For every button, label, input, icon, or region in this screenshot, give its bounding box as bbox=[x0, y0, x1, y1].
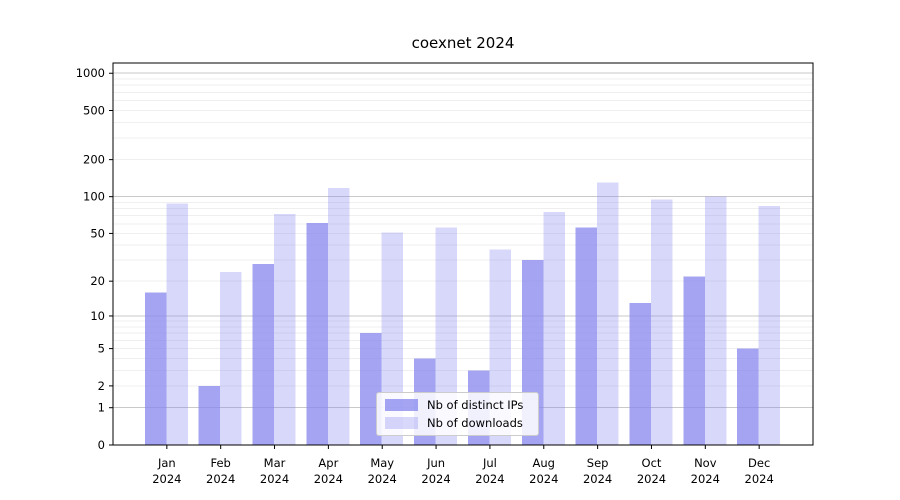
bar-distinct-ips-jan bbox=[144, 292, 167, 445]
y-tick-label: 10 bbox=[90, 309, 105, 323]
bar-downloads-oct bbox=[650, 199, 673, 445]
bar-downloads-aug bbox=[543, 211, 565, 445]
bar-distinct-ips-dec bbox=[737, 348, 759, 445]
bar-downloads-jun bbox=[435, 227, 458, 445]
y-tick-label: 500 bbox=[83, 103, 105, 117]
bar-distinct-ips-oct bbox=[629, 302, 651, 445]
x-tick-label-mar: Mar 2024 bbox=[260, 456, 289, 486]
bar-downloads-nov bbox=[704, 196, 727, 445]
x-tick-label-dec: Dec 2024 bbox=[745, 456, 774, 486]
x-tick-label-jan: Jan 2024 bbox=[152, 456, 181, 486]
y-tick-label: 2 bbox=[98, 379, 105, 393]
y-tick-label: 5 bbox=[98, 342, 105, 356]
bar-distinct-ips-nov bbox=[683, 276, 705, 445]
x-tick-label-may: May 2024 bbox=[368, 456, 397, 486]
bar-downloads-apr bbox=[327, 187, 350, 446]
bar-downloads-mar bbox=[274, 214, 296, 445]
x-tick-label-aug: Aug 2024 bbox=[529, 456, 558, 486]
bar-downloads-sep bbox=[597, 182, 619, 446]
y-tick-label: 0 bbox=[98, 438, 105, 452]
legend-swatch-distinct-ips bbox=[385, 399, 418, 411]
bar-downloads-feb bbox=[220, 271, 242, 445]
bar-distinct-ips-apr bbox=[306, 222, 328, 445]
bar-distinct-ips-mar bbox=[252, 263, 275, 445]
x-tick-label-nov: Nov 2024 bbox=[691, 456, 720, 486]
bar-downloads-jan bbox=[166, 203, 188, 445]
bar-downloads-may bbox=[381, 232, 404, 445]
legend-item-distinct-ips: Nb of distinct IPs bbox=[385, 398, 530, 412]
legend-item-downloads: Nb of downloads bbox=[385, 416, 530, 430]
y-tick-label: 1000 bbox=[76, 66, 105, 80]
y-tick-label: 50 bbox=[90, 226, 105, 240]
legend: Nb of distinct IPs Nb of downloads bbox=[376, 392, 539, 436]
bar-downloads-dec bbox=[758, 205, 781, 445]
y-tick-label: 100 bbox=[83, 190, 105, 204]
x-tick-label-jun: Jun 2024 bbox=[421, 456, 450, 486]
bar-distinct-ips-sep bbox=[575, 227, 598, 445]
x-tick-label-feb: Feb 2024 bbox=[206, 456, 235, 486]
legend-label-downloads: Nb of downloads bbox=[427, 416, 523, 430]
x-tick-label-jul: Jul 2024 bbox=[475, 456, 504, 486]
x-tick-label-apr: Apr 2024 bbox=[314, 456, 343, 486]
legend-swatch-downloads bbox=[385, 417, 418, 429]
y-tick-label: 200 bbox=[83, 153, 105, 167]
y-tick-label: 20 bbox=[90, 274, 105, 288]
y-tick-label: 1 bbox=[98, 401, 105, 415]
x-tick-label-oct: Oct 2024 bbox=[637, 456, 666, 486]
legend-label-distinct-ips: Nb of distinct IPs bbox=[427, 398, 524, 412]
plot-border bbox=[112, 62, 814, 446]
chart-title: coexnet 2024 bbox=[411, 34, 515, 52]
bar-distinct-ips-feb bbox=[198, 385, 221, 445]
x-tick-label-sep: Sep 2024 bbox=[583, 456, 612, 486]
